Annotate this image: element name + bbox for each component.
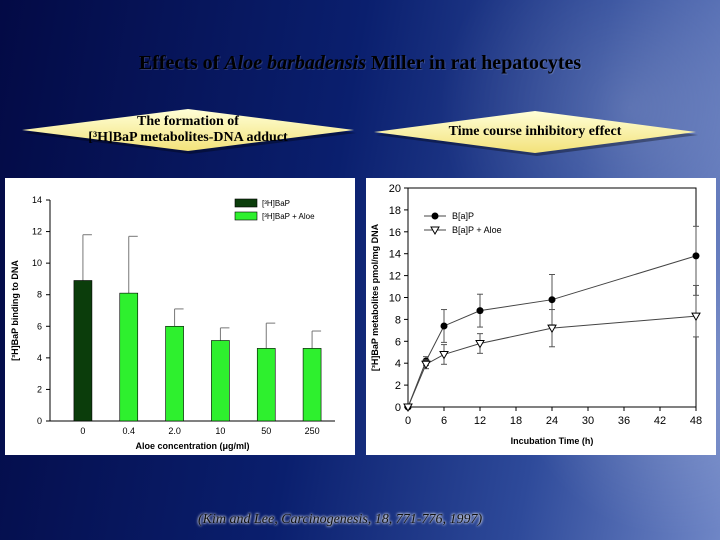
y-tick-label: 8 bbox=[395, 314, 401, 326]
data-point bbox=[547, 324, 557, 334]
series-line bbox=[407, 315, 697, 408]
data-point bbox=[475, 339, 485, 349]
data-point bbox=[692, 252, 700, 260]
x-tick-label: 0 bbox=[405, 415, 411, 427]
x-tick-label: 30 bbox=[582, 415, 594, 427]
y-tick-label: 6 bbox=[37, 321, 42, 331]
x-tick-label: 24 bbox=[546, 415, 558, 427]
x-axis-title: Aloe concentration (μg/ml) bbox=[135, 441, 249, 451]
y-tick-label: 2 bbox=[395, 380, 401, 392]
bar bbox=[119, 292, 139, 422]
x-tick-label: 2.0 bbox=[168, 426, 181, 436]
x-tick-label: 18 bbox=[510, 415, 522, 427]
x-tick-label: 250 bbox=[305, 426, 320, 436]
legend-label: [³H]BaP bbox=[262, 199, 290, 208]
data-point bbox=[403, 403, 413, 413]
x-tick-label: 36 bbox=[618, 415, 630, 427]
data-point bbox=[421, 360, 431, 370]
y-tick-label: 0 bbox=[37, 416, 42, 426]
y-tick-label: 14 bbox=[32, 195, 42, 205]
banner-shape bbox=[374, 111, 698, 156]
x-tick-label: 0 bbox=[80, 426, 85, 436]
y-tick-label: 10 bbox=[32, 258, 42, 268]
legend-marker bbox=[431, 212, 439, 220]
y-tick-label: 12 bbox=[32, 227, 42, 237]
y-tick-label: 14 bbox=[389, 249, 401, 261]
legend-swatch bbox=[234, 198, 258, 208]
legend-label: B[a]P bbox=[452, 211, 474, 221]
data-point bbox=[440, 322, 448, 330]
x-tick-label: 50 bbox=[261, 426, 271, 436]
y-tick-label: 16 bbox=[389, 227, 401, 239]
y-axis-title: [³H]BaP binding to DNA bbox=[10, 260, 20, 361]
right-caption-banner: Time course inhibitory effect bbox=[370, 108, 700, 156]
bar-chart-panel: 0 2 4 6 8 10 12 14 0 0.4 2.0 10 50 250 Aloe concentrat… bbox=[5, 178, 355, 455]
banner-shape bbox=[22, 109, 356, 154]
bar bbox=[73, 280, 93, 422]
right-caption-text: Time course inhibitory effect bbox=[448, 124, 622, 139]
legend-label: [³H]BaP + Aloe bbox=[262, 212, 315, 221]
data-point bbox=[548, 296, 556, 304]
y-tick-label: 10 bbox=[389, 293, 401, 305]
x-tick-label: 10 bbox=[215, 426, 225, 436]
left-caption-line1: The formation of bbox=[137, 114, 239, 129]
bar-chart: 0 2 4 6 8 10 12 14 0 0.4 2.0 10 50 250 Aloe concentrat… bbox=[10, 195, 335, 451]
data-point bbox=[439, 350, 449, 360]
bar bbox=[302, 348, 322, 422]
y-tick-label: 12 bbox=[389, 271, 401, 283]
citation: (Kim and Lee, Carcinogenesis, 18, 771-77… bbox=[198, 512, 483, 527]
data-point bbox=[691, 312, 701, 322]
line-chart-panel: 0 2 4 6 8 10 12 14 16 18 20 0 6 12 18 24 30 36 42 48 Incubat… bbox=[366, 178, 716, 455]
y-tick-label: 4 bbox=[395, 358, 401, 370]
x-tick-label: 12 bbox=[474, 415, 486, 427]
legend-marker bbox=[430, 226, 440, 236]
legend-swatch bbox=[234, 211, 258, 221]
bar bbox=[256, 348, 276, 422]
y-tick-label: 0 bbox=[395, 402, 401, 414]
x-axis-title: Incubation Time (h) bbox=[511, 436, 594, 446]
x-tick-label: 42 bbox=[654, 415, 666, 427]
left-caption-banner: The formation of [³H]BaP metabolites-DNA … bbox=[18, 106, 358, 154]
x-tick-label: 6 bbox=[441, 415, 447, 427]
bar bbox=[165, 325, 184, 422]
left-caption-line2: [³H]BaP metabolites-DNA adduct bbox=[88, 130, 288, 145]
y-tick-label: 6 bbox=[395, 336, 401, 348]
x-tick-label: 48 bbox=[690, 415, 702, 427]
x-tick-label: 0.4 bbox=[122, 426, 135, 436]
y-tick-label: 20 bbox=[389, 183, 401, 195]
y-axis-title: [³H]BaP metabolites pmol/mg DNA bbox=[370, 223, 380, 371]
legend-label: B[a]P + Aloe bbox=[452, 225, 502, 235]
y-tick-label: 8 bbox=[37, 290, 42, 300]
bar bbox=[211, 340, 230, 422]
y-tick-label: 18 bbox=[389, 205, 401, 217]
y-tick-label: 2 bbox=[37, 384, 42, 394]
data-point bbox=[476, 307, 484, 315]
y-tick-label: 4 bbox=[37, 353, 42, 363]
slide-title: Effects of Aloe barbadensis Miller in ra… bbox=[138, 52, 582, 74]
